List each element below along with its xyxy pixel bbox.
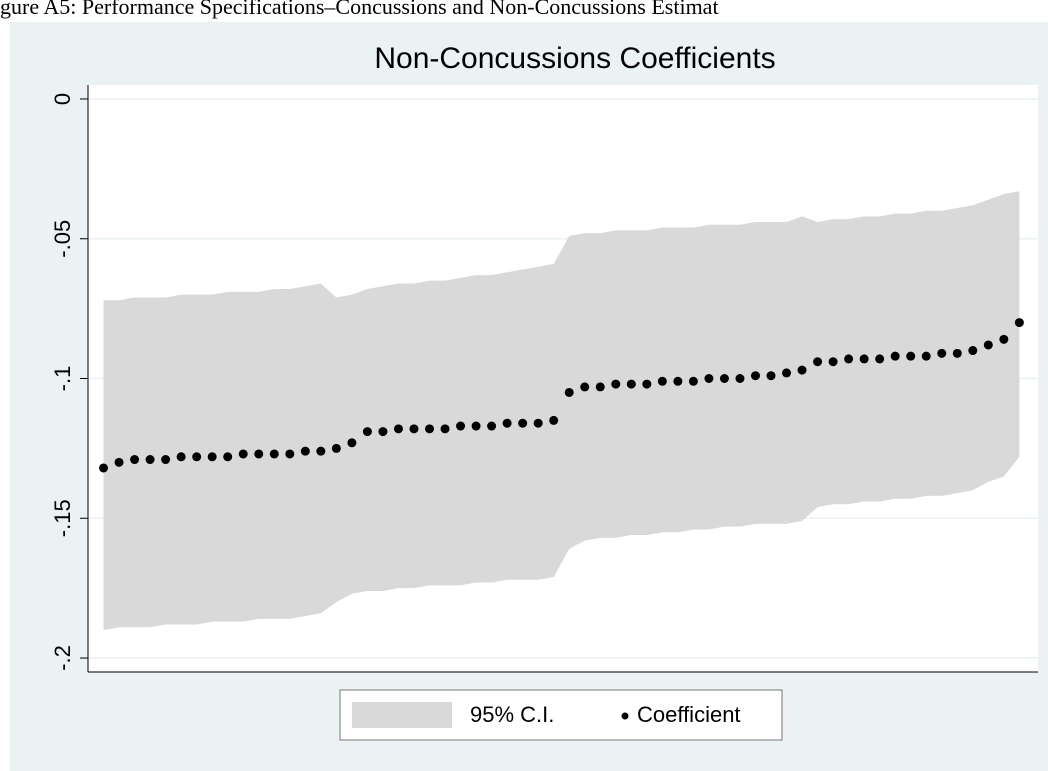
marks: [99, 191, 1024, 631]
coefficient-point: [254, 449, 264, 459]
coefficient-point: [425, 424, 435, 434]
legend-label: Coefficient: [637, 702, 741, 727]
coefficient-point: [611, 379, 621, 389]
coefficient-point: [642, 379, 652, 389]
coefficient-point: [114, 457, 124, 467]
coefficient-point: [1014, 318, 1024, 328]
figure-caption: gure A5: Performance Specifications–Conc…: [0, 0, 719, 19]
legend-label: 95% C.I.: [470, 702, 554, 727]
coefficient-point: [549, 415, 559, 425]
coefficient-point: [890, 351, 900, 361]
coefficient-point: [300, 446, 310, 456]
coefficient-point: [704, 374, 714, 383]
coefficient-point: [487, 421, 497, 431]
coefficient-point: [331, 443, 341, 453]
coefficient-point: [176, 452, 186, 462]
coefficient-point: [393, 424, 403, 434]
legend: 95% C.I. Coefficient: [339, 689, 783, 741]
coefficient-point: [238, 449, 248, 459]
legend-swatch: [352, 702, 452, 728]
coefficient-point: [564, 387, 574, 397]
coefficient-point: [844, 354, 854, 364]
y-tick-label: -.05: [50, 220, 75, 258]
coefficient-point: [688, 376, 698, 386]
coefficient-point: [813, 357, 823, 367]
coefficient-point: [471, 421, 481, 431]
coefficient-point: [735, 374, 745, 383]
y-tick-label: -.15: [50, 499, 75, 537]
chart-title: Non-Concussions Coefficients: [374, 42, 775, 75]
coefficient-point: [906, 351, 916, 361]
coefficient-point: [207, 452, 217, 462]
coefficient-point: [595, 382, 605, 392]
coefficient-point: [937, 348, 947, 358]
coefficient-point: [797, 365, 807, 375]
coefficient-point: [145, 455, 155, 465]
y-tick-label: -.2: [50, 645, 75, 671]
coefficient-point: [285, 449, 295, 459]
legend-marker: [621, 712, 629, 720]
coefficient-point: [269, 449, 279, 459]
coefficient-point: [502, 418, 512, 428]
coefficient-point: [673, 376, 683, 386]
coefficient-point: [875, 354, 885, 364]
coefficient-point: [719, 374, 729, 383]
ci-band: [103, 191, 1020, 631]
coefficient-point: [518, 418, 528, 428]
coefficient-point: [440, 424, 450, 434]
coefficient-point: [580, 382, 590, 392]
coefficient-point: [130, 455, 140, 465]
coefficient-point: [782, 368, 792, 378]
coefficient-point: [968, 346, 978, 356]
coefficient-point: [223, 452, 233, 462]
coefficient-point: [657, 376, 667, 386]
coefficient-point: [626, 379, 636, 389]
coefficient-point: [456, 421, 466, 431]
coefficient-point: [952, 348, 962, 358]
coefficient-point: [921, 351, 931, 361]
coefficient-point: [859, 354, 869, 364]
coefficient-point: [750, 371, 760, 381]
coefficient-point: [99, 463, 109, 473]
coefficient-point: [192, 452, 202, 462]
coefficient-point: [316, 446, 326, 456]
y-tick-label: -.1: [50, 366, 75, 392]
coefficient-point: [378, 427, 388, 437]
y-tick-label: 0: [50, 93, 75, 105]
coefficient-point: [362, 427, 372, 437]
coefficient-point: [161, 455, 171, 465]
coefficient-point: [409, 424, 419, 434]
coefficient-point: [983, 340, 993, 350]
coefficient-point: [347, 438, 357, 448]
coefficient-point: [533, 418, 543, 428]
coefficient-point: [999, 334, 1009, 344]
coefficient-point: [828, 357, 838, 367]
coefficient-point: [766, 371, 776, 381]
